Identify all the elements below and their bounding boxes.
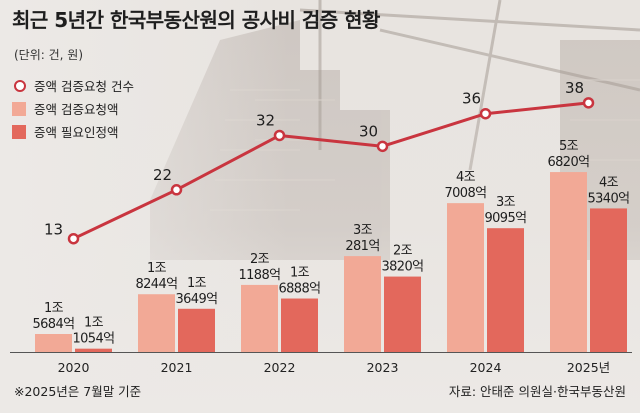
bar-request-5 (550, 172, 587, 352)
bar-approved-label-0-line-0: 1조 (84, 316, 104, 331)
bar-request-2 (241, 284, 278, 352)
bar-approved-4 (487, 228, 524, 352)
bar-request-label-0-line-0: 1조 (44, 301, 64, 316)
footnote: ※2025년은 7월말 기준 (14, 384, 142, 399)
legend-request-swatch-icon (12, 101, 26, 116)
x-tick-label-2: 2022 (264, 360, 296, 375)
bar-approved-label-3-line-1: 3820억 (381, 260, 423, 275)
bar-request-label-5-line-0: 5조 (559, 139, 579, 154)
bar-approved-label-4-line-1: 9095억 (484, 211, 526, 226)
bar-approved-3 (384, 276, 421, 352)
bar-approved-label-5: 4조 5340억 (587, 175, 629, 206)
legend-item-approved: 증액 필요인정액 (12, 120, 134, 143)
bar-approved-label-2: 1조 6888억 (278, 266, 320, 297)
bar-approved-2 (281, 298, 318, 352)
legend-label-count: 증액 검증요청 건수 (34, 79, 134, 94)
count-label-2: 32 (256, 111, 275, 129)
bar-approved-label-1: 1조 3649억 (175, 276, 217, 307)
legend-line-marker-icon (14, 79, 26, 92)
bar-request-label-4-line-1: 7008억 (444, 186, 486, 201)
count-point-0 (67, 232, 80, 245)
bar-request-1 (138, 294, 175, 352)
bar-approved-label-5-line-1: 5340억 (587, 191, 629, 206)
legend-item-line: 증액 검증요청 건수 (12, 74, 134, 97)
legend-label-request: 증액 검증요청액 (34, 102, 119, 117)
bar-request-label-3-line-0: 3조 (353, 223, 373, 238)
bar-request-label-0: 1조 5684억 (32, 301, 74, 332)
bar-request-label-2: 2조 1188억 (238, 252, 280, 283)
bar-request-label-2-line-1: 1188억 (238, 268, 280, 283)
x-tick-label-5: 2025년 (567, 360, 610, 375)
legend-item-request: 증액 검증요청액 (12, 97, 134, 120)
bar-approved-label-2-line-1: 6888억 (278, 282, 320, 297)
bar-approved-0 (75, 348, 112, 352)
bar-approved-5 (590, 208, 627, 352)
count-label-5: 38 (565, 79, 584, 97)
bar-request-label-4-line-0: 4조 (456, 170, 476, 185)
bar-approved-1 (178, 308, 215, 352)
chart-title: 최근 5년간 한국부동산원의 공사비 검증 현황 (12, 8, 380, 32)
legend-label-approved: 증액 필요인정액 (34, 125, 119, 140)
bar-approved-label-4-line-0: 3조 (496, 195, 516, 210)
x-tick-label-0: 2020 (58, 360, 90, 375)
count-line (72, 101, 589, 241)
count-label-0: 13 (44, 221, 63, 239)
legend: 증액 검증요청 건수 증액 검증요청액 증액 필요인정액 (12, 74, 134, 143)
unit-label: (단위: 건, 원) (14, 48, 84, 62)
x-tick-label-1: 2021 (161, 360, 193, 375)
count-label-4: 36 (462, 90, 481, 108)
legend-approved-swatch-icon (12, 124, 26, 139)
bar-request-0 (35, 334, 72, 352)
bar-request-label-3-line-1: 281억 (345, 239, 379, 254)
x-tick-label-4: 2024 (470, 360, 502, 375)
bar-approved-label-1-line-0: 1조 (187, 276, 207, 291)
bar-request-label-1: 1조 8244억 (135, 261, 177, 292)
bar-approved-label-4: 3조 9095억 (484, 195, 526, 226)
x-tick-label-3: 2023 (367, 360, 399, 375)
bar-request-label-5-line-1: 6820억 (547, 155, 589, 170)
count-point-1 (170, 184, 183, 196)
bar-request-label-2-line-0: 2조 (250, 252, 270, 267)
bar-request-4 (447, 203, 484, 352)
count-label-1: 22 (153, 166, 172, 184)
source-note: 자료: 안태준 의원실·한국부동산원 (448, 384, 626, 399)
bar-request-label-1-line-1: 8244억 (135, 277, 177, 292)
count-label-3: 30 (359, 122, 378, 140)
bar-request-label-0-line-1: 5684억 (32, 317, 74, 332)
bar-approved-label-0: 1조 1054억 (72, 316, 114, 347)
bar-approved-label-2-line-0: 1조 (290, 266, 310, 281)
count-point-2 (273, 129, 286, 142)
bar-approved-label-3: 2조 3820억 (381, 244, 423, 275)
bar-request-label-4: 4조 7008억 (444, 170, 486, 201)
bar-approved-label-3-line-0: 2조 (393, 244, 413, 259)
count-point-5 (582, 97, 595, 109)
bar-request-label-5: 5조 6820억 (547, 139, 589, 170)
bar-request-3 (344, 256, 381, 352)
bar-approved-label-1-line-1: 3649억 (175, 292, 217, 307)
bar-request-label-3: 3조 281억 (345, 223, 379, 254)
bar-approved-label-0-line-1: 1054억 (72, 332, 114, 347)
bar-approved-label-5-line-0: 4조 (599, 175, 619, 190)
count-point-3 (376, 140, 389, 153)
count-point-4 (479, 107, 492, 120)
bar-request-label-1-line-0: 1조 (147, 261, 167, 276)
